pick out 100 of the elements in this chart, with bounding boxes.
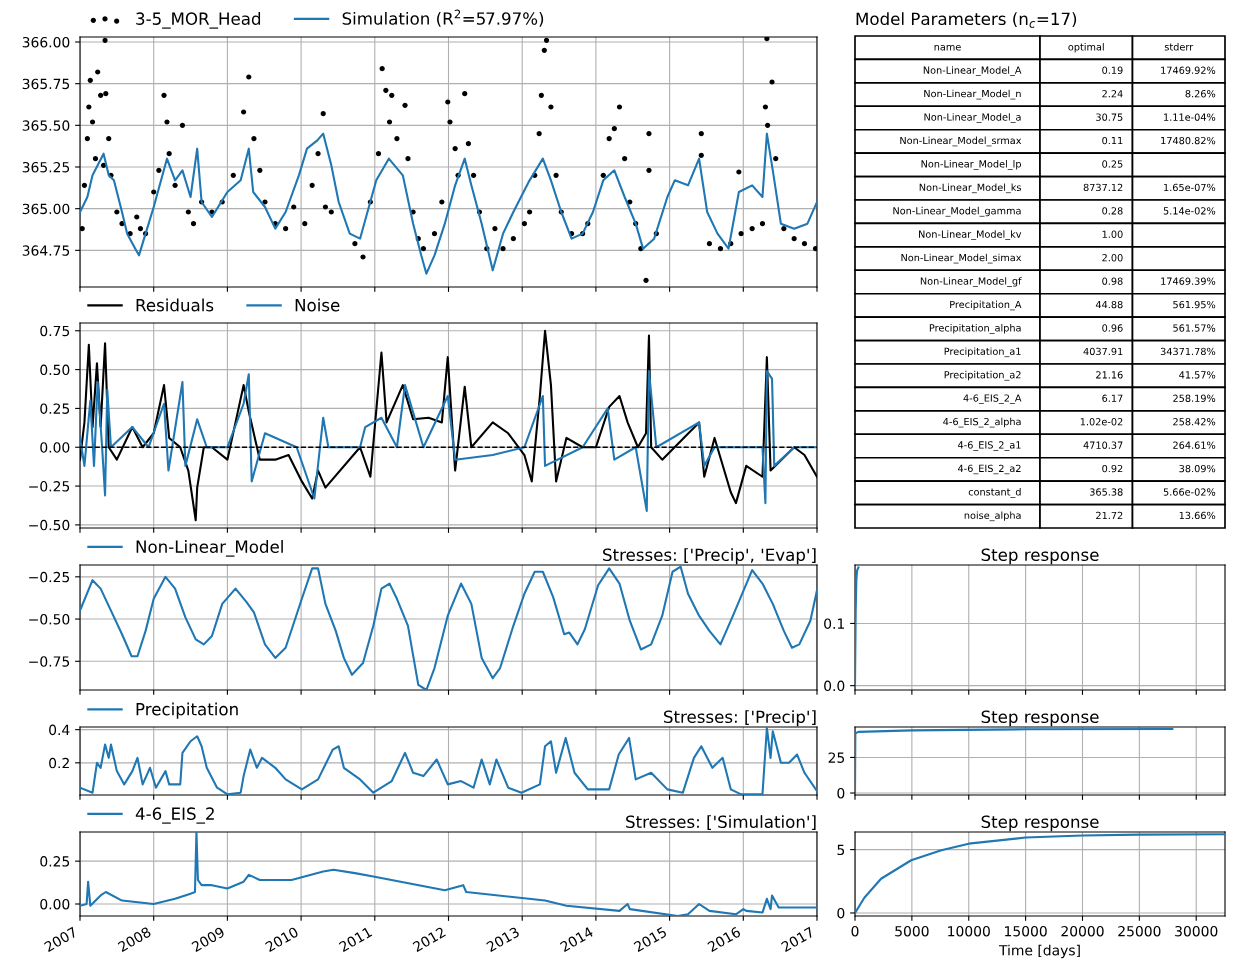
text: 0.98: [1102, 277, 1123, 285]
y-tick-label: 365.50: [22, 120, 70, 131]
text: 4-6_EIS_2_A: [963, 394, 1022, 404]
x-tick-label: 10000: [948, 925, 990, 937]
text: 0.28: [1102, 207, 1123, 215]
text: 17480.82%: [1161, 136, 1216, 145]
y-tick-label: 0.0: [824, 680, 845, 692]
text: 17469.39%: [1161, 277, 1216, 285]
text: Non-Linear_Model_kv: [919, 230, 1022, 240]
category-label: stderr: [1164, 43, 1194, 51]
text: noise_alpha: [964, 511, 1021, 522]
text: 17469.92%: [1161, 66, 1216, 74]
text: 1.65e-07%: [1164, 183, 1216, 192]
text: Non-Linear_Model_lp: [921, 160, 1021, 170]
text: 44.88: [1095, 300, 1123, 309]
y-tick-label: 365.25: [22, 161, 70, 173]
text: Non-Linear_Model_gamma: [893, 206, 1021, 217]
text: Non-Linear_Model_n: [924, 89, 1021, 100]
line-series: [80, 132, 817, 275]
y-tick-label: 0.25: [40, 856, 70, 867]
chart-title: Stresses: ['Precip']: [664, 710, 816, 727]
y-tick-label: 0.00: [40, 442, 70, 453]
text: 13.66%: [1179, 511, 1216, 520]
legend-label: Non-Linear_Model: [136, 540, 283, 557]
text: 6.17: [1102, 394, 1123, 402]
y-tick-label: 0: [837, 907, 845, 919]
category-label: optimal: [1068, 43, 1104, 53]
y-tick-label: −0.25: [29, 571, 70, 583]
x-tick-label: 15000: [1005, 925, 1047, 937]
y-tick-label: 0.4: [49, 724, 70, 736]
category-label: name: [934, 44, 961, 51]
legend-label: Residuals: [136, 298, 214, 312]
text: 4-6_EIS_2_a1: [958, 441, 1021, 451]
text: 4-6_EIS_2_a2: [958, 464, 1021, 475]
chart-title: Step response: [981, 815, 1099, 832]
text: 561.95%: [1173, 300, 1216, 309]
y-tick-label: 25: [828, 752, 845, 763]
legend-label: Precipitation: [136, 702, 238, 719]
text: 0.92: [1102, 464, 1123, 473]
text: 4037.91: [1083, 347, 1123, 356]
text: 258.42%: [1173, 418, 1216, 426]
chart-title: Step response: [981, 710, 1099, 727]
text: 8737.12: [1083, 183, 1123, 192]
text: Precipitation_A: [950, 300, 1022, 311]
x-tick-label: 0: [851, 925, 859, 937]
text: 0.96: [1102, 324, 1123, 332]
text: 264.61%: [1173, 441, 1216, 449]
text: 2.24: [1102, 90, 1123, 98]
y-tick-label: 364.75: [22, 245, 70, 256]
text: Non-Linear_Model_gf: [920, 277, 1022, 287]
x-tick-label: 30000: [1175, 925, 1218, 937]
chart-title: Stresses: ['Simulation']: [626, 815, 816, 831]
text: 21.16: [1096, 371, 1123, 379]
y-tick-label: 0.75: [40, 325, 70, 337]
text: Non-Linear_Model_a: [924, 113, 1021, 123]
text: Non-Linear_Model_A: [923, 66, 1022, 76]
y-tick-label: −0.50: [29, 519, 70, 531]
text: 2.00: [1102, 254, 1123, 262]
text: 21.72: [1096, 511, 1123, 519]
text: 4-6_EIS_2_alpha: [943, 417, 1021, 428]
text: 5.66e-02%: [1163, 488, 1216, 496]
text: 4710.37: [1083, 441, 1123, 449]
y-tick-label: 366.00: [22, 36, 70, 48]
text: 1.00: [1102, 230, 1123, 238]
x-tick-label: 25000: [1118, 925, 1161, 937]
series-label: 4-6_EIS_2: [135, 807, 214, 824]
text: 30.75: [1096, 113, 1123, 121]
legend-label: 3-5_MOR_Head: [136, 12, 261, 29]
y-tick-label: 0.00: [40, 898, 70, 910]
y-tick-label: 365.00: [22, 203, 70, 215]
text: 0.11: [1102, 136, 1123, 145]
text: constant_d: [968, 488, 1021, 498]
y-tick-label: 0.2: [49, 757, 69, 769]
legend-label: Simulation (R$^{2}$=57.97%): [342, 9, 544, 27]
text: 0.19: [1102, 66, 1123, 74]
text: 561.57%: [1173, 324, 1216, 332]
x-tick-label: 20000: [1061, 925, 1104, 937]
text: 5.14e-02%: [1163, 207, 1216, 215]
text: Non-Linear_Model_ks: [919, 183, 1022, 194]
text: Precipitation_a1: [944, 347, 1021, 358]
y-tick-label: 0.50: [40, 364, 70, 376]
text: Precipitation_a2: [944, 370, 1021, 381]
text: 38.09%: [1179, 464, 1216, 473]
text: 0.25: [1102, 160, 1123, 168]
chart-title: Step response: [981, 548, 1099, 565]
legend-label: Noise: [295, 298, 340, 312]
text: Non-Linear_Model_srmax: [900, 136, 1022, 147]
y-tick-label: 0.1: [824, 618, 844, 629]
text: 258.19%: [1173, 394, 1216, 402]
y-tick-label: 0: [837, 787, 845, 799]
text: 365.38: [1089, 488, 1123, 496]
y-tick-label: −0.25: [29, 481, 70, 492]
line-series: [855, 566, 860, 687]
text: Model Parameters (n$_{c}$=17): [856, 12, 1077, 28]
line-series: [855, 727, 1174, 795]
y-tick-label: −0.75: [29, 656, 70, 667]
text: 1.02e-02: [1080, 418, 1123, 426]
y-tick-label: −0.50: [29, 614, 70, 625]
y-tick-label: 365.75: [22, 78, 70, 90]
text: 8.26%: [1185, 90, 1216, 98]
